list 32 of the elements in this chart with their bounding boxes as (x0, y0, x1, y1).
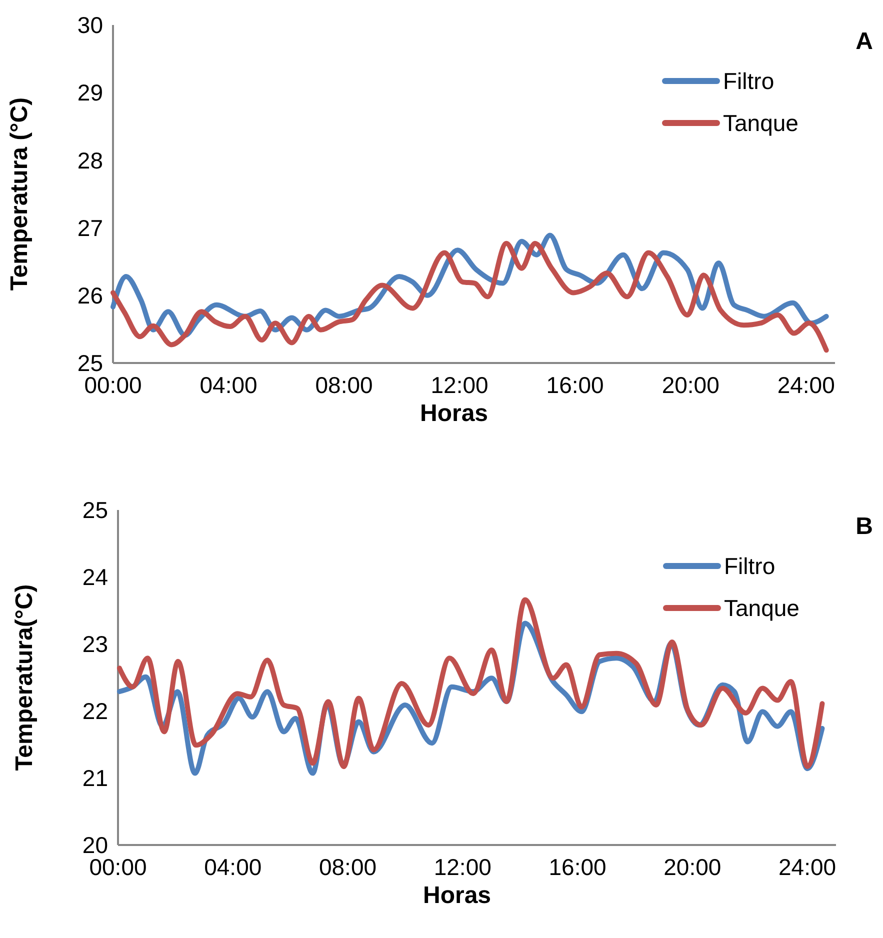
y-tick-label: 25 (82, 497, 108, 524)
y-tick-label: 28 (77, 147, 103, 174)
x-tick-label: 04:00 (204, 854, 262, 880)
y-tick-label: 22 (82, 698, 108, 724)
text: A (856, 28, 873, 55)
x-tick-label: 08:00 (315, 372, 373, 398)
x-tick-label: 20:00 (662, 372, 720, 398)
x-axis-title: Horas (420, 400, 488, 427)
x-tick-label: 12:00 (430, 372, 488, 398)
x-tick-label: 08:00 (318, 854, 377, 880)
y-tick-label: 29 (77, 80, 103, 106)
y-tick-label: 30 (77, 12, 103, 38)
y-tick-label: 21 (82, 765, 108, 792)
y-tick-label: 24 (82, 564, 108, 590)
legend-label: Filtro (724, 553, 776, 580)
x-tick-label: 16:00 (548, 854, 606, 880)
x-tick-label: 04:00 (200, 372, 258, 398)
text: B (856, 513, 873, 540)
legend-label: Filtro (723, 68, 774, 94)
x-tick-label: 20:00 (664, 854, 722, 880)
legend-label: Tanque (724, 595, 800, 622)
x-tick-label: 24:00 (777, 372, 835, 398)
y-tick-label: 26 (77, 282, 103, 308)
y-axis-title: Temperatura(°C) (11, 584, 38, 771)
x-tick-label: 24:00 (778, 854, 836, 880)
legend-label: Tanque (723, 110, 798, 136)
x-tick-label: 16:00 (546, 372, 604, 398)
y-axis-title: Temperatura (°C) (6, 97, 33, 291)
x-tick-label: 12:00 (434, 854, 492, 880)
y-tick-label: 23 (82, 631, 108, 658)
y-tick-label: 27 (77, 214, 103, 241)
x-axis-title: Horas (422, 882, 492, 909)
